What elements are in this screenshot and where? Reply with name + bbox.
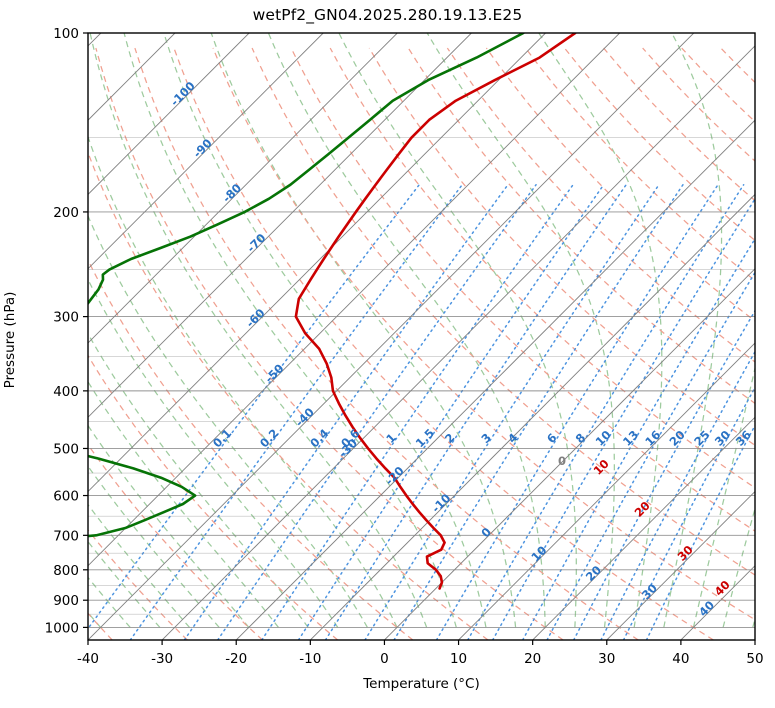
isotherm-50 bbox=[754, 639, 755, 640]
isotherm--40 bbox=[88, 33, 695, 640]
mixing-ratio-1.5 bbox=[297, 183, 605, 640]
mixing-ratio-0.6 bbox=[216, 183, 537, 640]
y-tick-label-1000: 1000 bbox=[45, 620, 79, 636]
dry-adiabat-10 bbox=[88, 150, 489, 640]
isotherm--20 bbox=[235, 119, 755, 640]
x-tick-label-10: 10 bbox=[450, 651, 467, 667]
mixing-ratio-0.4 bbox=[183, 183, 509, 640]
dry-adiabat-30 bbox=[134, 47, 639, 640]
isotherm-10 bbox=[458, 342, 755, 640]
isotherm--50 bbox=[88, 33, 620, 567]
plot-frame bbox=[87, 32, 756, 641]
dry-adiabat--50 bbox=[0, 48, 37, 640]
moist-adiabat-48 bbox=[752, 617, 755, 628]
y-tick-label-200: 200 bbox=[53, 205, 79, 221]
isobar-group bbox=[88, 33, 755, 628]
sounding-curve-group bbox=[88, 33, 577, 590]
mixing-ratio-1 bbox=[261, 183, 574, 640]
y-tick-label-900: 900 bbox=[53, 593, 79, 609]
dry-adiabat--20 bbox=[88, 443, 263, 640]
mixing-ratio-6 bbox=[435, 183, 719, 640]
y-tick-label-700: 700 bbox=[53, 528, 79, 544]
mixing-ratio-3 bbox=[364, 183, 660, 640]
mixing-ratio-13 bbox=[521, 237, 755, 640]
x-tick-label--40: -40 bbox=[77, 651, 99, 667]
x-tick-label--10: -10 bbox=[299, 651, 321, 667]
x-tick-label-50: 50 bbox=[746, 651, 763, 667]
dry-adiabat-190 bbox=[760, 48, 775, 570]
dry-adiabat-90 bbox=[368, 47, 755, 447]
y-tick-label-400: 400 bbox=[53, 384, 79, 400]
dry-adiabat-20 bbox=[95, 47, 564, 640]
mixing-ratio-group bbox=[88, 183, 755, 640]
page-title: wetPf2_GN04.2025.280.19.13.E25 bbox=[252, 6, 523, 24]
isotherm--80 bbox=[88, 33, 398, 344]
dry-adiabat-100 bbox=[407, 47, 755, 405]
dry-adiabat-70 bbox=[290, 47, 755, 532]
y-tick-label-100: 100 bbox=[53, 26, 79, 42]
y-tick-label-500: 500 bbox=[53, 441, 79, 457]
x-tick-label--30: -30 bbox=[151, 651, 173, 667]
isotherm--100 bbox=[88, 33, 250, 196]
mixing-ratio-10 bbox=[491, 197, 755, 640]
sounding-dew-point-curve bbox=[88, 33, 525, 538]
isotherm-group bbox=[0, 33, 755, 640]
y-tick-label-300: 300 bbox=[53, 310, 79, 326]
zero-marker: 0 bbox=[558, 454, 566, 468]
x-tick-label--20: -20 bbox=[225, 651, 247, 667]
dry-adiabat-0 bbox=[88, 258, 414, 640]
x-tick-label-40: 40 bbox=[672, 651, 689, 667]
isotherm-0 bbox=[384, 268, 755, 640]
isotherm--10 bbox=[310, 193, 755, 640]
mixing-ratio-0.2 bbox=[129, 183, 463, 640]
dry-adiabat-120 bbox=[485, 47, 755, 322]
y-tick-label-800: 800 bbox=[53, 563, 79, 579]
x-tick-label-0: 0 bbox=[380, 651, 389, 667]
x-axis-label: Temperature (°C) bbox=[363, 676, 480, 692]
x-tick-label-20: 20 bbox=[524, 651, 541, 667]
dry-adiabat-110 bbox=[446, 47, 755, 363]
isotherm--70 bbox=[88, 33, 472, 418]
isotherm--120 bbox=[88, 33, 102, 47]
mixing-ratio-16 bbox=[546, 271, 755, 640]
isotherm-20 bbox=[532, 416, 755, 640]
mixing-ratio-0.1 bbox=[88, 183, 420, 630]
dry-adiabat-50 bbox=[212, 47, 755, 621]
isotherm--30 bbox=[161, 45, 755, 640]
mixing-ratio-2 bbox=[324, 183, 627, 640]
isotherm--60 bbox=[88, 33, 546, 493]
dry-adiabat-60 bbox=[251, 47, 755, 576]
mixing-ratio-4 bbox=[393, 183, 684, 640]
isotherm--90 bbox=[88, 33, 324, 270]
moist-adiabat--40 bbox=[88, 611, 102, 628]
dry-adiabat-80 bbox=[329, 47, 755, 489]
isotherm-30 bbox=[606, 490, 755, 640]
mixing-ratio-8 bbox=[467, 183, 745, 640]
y-tick-label-600: 600 bbox=[53, 489, 79, 505]
mixing-ratio-20 bbox=[572, 309, 755, 640]
dry-adiabat-group bbox=[0, 47, 775, 640]
x-tick-label-30: 30 bbox=[598, 651, 615, 667]
sounding-temperature-curve bbox=[294, 33, 577, 590]
isotherm--130 bbox=[0, 33, 27, 640]
